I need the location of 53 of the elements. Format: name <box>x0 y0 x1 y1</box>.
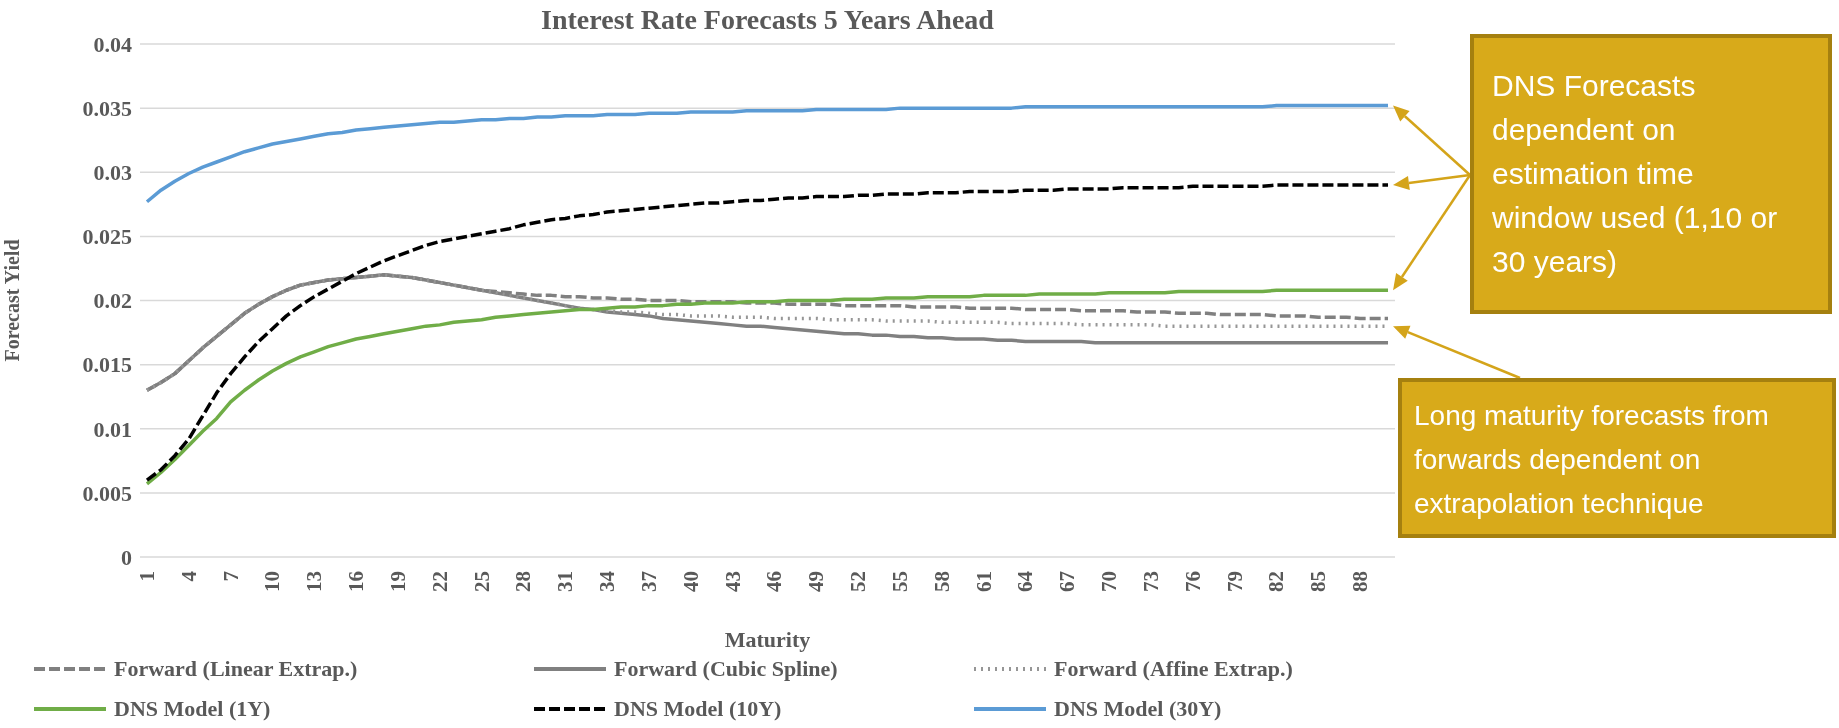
y-tick-label: 0.005 <box>82 480 132 506</box>
x-tick-label: 13 <box>302 571 327 592</box>
x-tick-label: 1 <box>134 571 159 582</box>
y-tick-label: 0.03 <box>93 160 132 186</box>
x-tick-label: 79 <box>1222 571 1247 592</box>
callout-box: DNS Forecasts dependent on estimation time window used (1,10 or 30 years) <box>1470 34 1832 314</box>
x-tick-label: 28 <box>511 571 536 592</box>
callout-box: Long maturity forecasts from forwards dependent on extrapolation technique <box>1398 378 1836 538</box>
y-tick-label: 0.02 <box>93 288 132 314</box>
x-tick-label: 88 <box>1348 571 1373 592</box>
x-tick-label: 85 <box>1306 571 1331 592</box>
x-tick-label: 7 <box>218 571 243 582</box>
x-tick-label: 19 <box>385 571 410 592</box>
x-tick-label: 37 <box>636 571 661 592</box>
x-tick-label: 10 <box>260 571 285 592</box>
x-tick-label: 70 <box>1097 571 1122 592</box>
x-tick-label: 49 <box>804 571 829 592</box>
legend-label: Forward (Linear Extrap.) <box>114 656 358 682</box>
x-tick-label: 64 <box>1013 570 1038 592</box>
x-tick-label: 34 <box>595 570 620 592</box>
legend-label: Forward (Affine Extrap.) <box>1054 656 1293 682</box>
x-tick-label: 22 <box>427 571 452 592</box>
legend-label: Forward (Cubic Spline) <box>614 656 838 682</box>
line-series <box>145 183 1390 482</box>
x-tick-label: 16 <box>344 571 369 592</box>
x-tick-label: 55 <box>887 571 912 592</box>
x-tick-label: 73 <box>1138 571 1163 592</box>
y-axis-title: Forecast Yield <box>1 239 24 362</box>
x-tick-label: 82 <box>1264 571 1289 592</box>
y-tick-label: 0.015 <box>82 352 132 378</box>
legend-label: DNS Model (30Y) <box>1054 696 1222 722</box>
x-axis-title: Maturity <box>724 627 811 652</box>
y-tick-label: 0.025 <box>82 224 132 250</box>
x-tick-label: 67 <box>1055 571 1080 592</box>
x-tick-label: 61 <box>971 571 996 592</box>
x-tick-label: 40 <box>678 571 703 592</box>
x-tick-label: 4 <box>176 570 201 582</box>
legend-label: DNS Model (1Y) <box>114 696 271 722</box>
y-tick-label: 0.035 <box>82 95 132 121</box>
y-tick-label: 0.01 <box>93 416 132 442</box>
x-tick-label: 52 <box>846 571 871 592</box>
line-series <box>145 103 1390 204</box>
x-tick-label: 58 <box>929 571 954 592</box>
y-tick-label: 0.04 <box>93 31 132 57</box>
legend-label: DNS Model (10Y) <box>614 696 782 722</box>
x-tick-label: 43 <box>720 571 745 592</box>
x-tick-label: 46 <box>762 571 787 592</box>
line-series <box>145 288 1390 486</box>
y-tick-label: 0 <box>121 544 132 570</box>
x-tick-label: 25 <box>469 571 494 592</box>
chart-title: Interest Rate Forecasts 5 Years Ahead <box>540 4 995 36</box>
x-tick-label: 76 <box>1180 571 1205 592</box>
x-tick-label: 31 <box>553 571 578 592</box>
